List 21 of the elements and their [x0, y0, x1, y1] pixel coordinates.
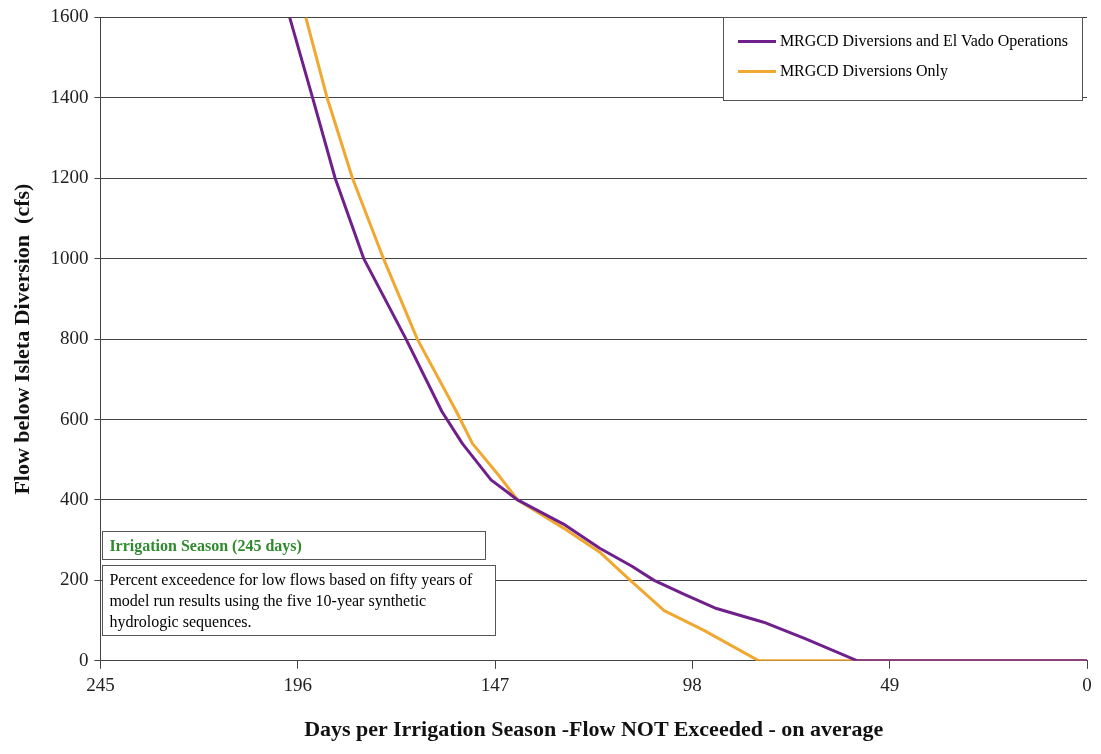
y-tick-label: 0	[78, 648, 89, 670]
x-tick-label: 98	[682, 674, 702, 696]
y-tick-label: 1200	[50, 166, 89, 188]
x-tick-label: 49	[880, 674, 900, 696]
x-tick-label: 245	[86, 674, 115, 696]
y-tick-label: 1000	[50, 246, 89, 268]
y-tick-label: 1600	[50, 5, 89, 27]
note-box: Percent exceedence for low flows based on fifty years of model run results using the five 10-year synthetic hydrologic sequences.	[102, 564, 497, 636]
note-box: Irrigation Season (245 days)	[102, 530, 487, 560]
x-tick-label: 196	[283, 674, 312, 696]
legend-label: MRGCD Diversions Only	[779, 62, 948, 81]
y-tick-label: 200	[59, 568, 89, 590]
y-tick-label: 600	[59, 407, 89, 429]
x-tick-label: 0	[1082, 674, 1092, 696]
y-tick-label: 800	[59, 327, 89, 349]
x-tick-label: 147	[480, 674, 510, 696]
y-tick-label: 1400	[50, 85, 89, 107]
legend-label: MRGCD Diversions and El Vado Operations	[779, 32, 1068, 51]
y-tick-label: 400	[59, 487, 89, 509]
x-axis-title: Days per Irrigation Season -Flow NOT Exceeded - on average	[304, 716, 884, 742]
y-axis-title: Flow below Isleta Diversion (cfs)	[8, 183, 34, 495]
